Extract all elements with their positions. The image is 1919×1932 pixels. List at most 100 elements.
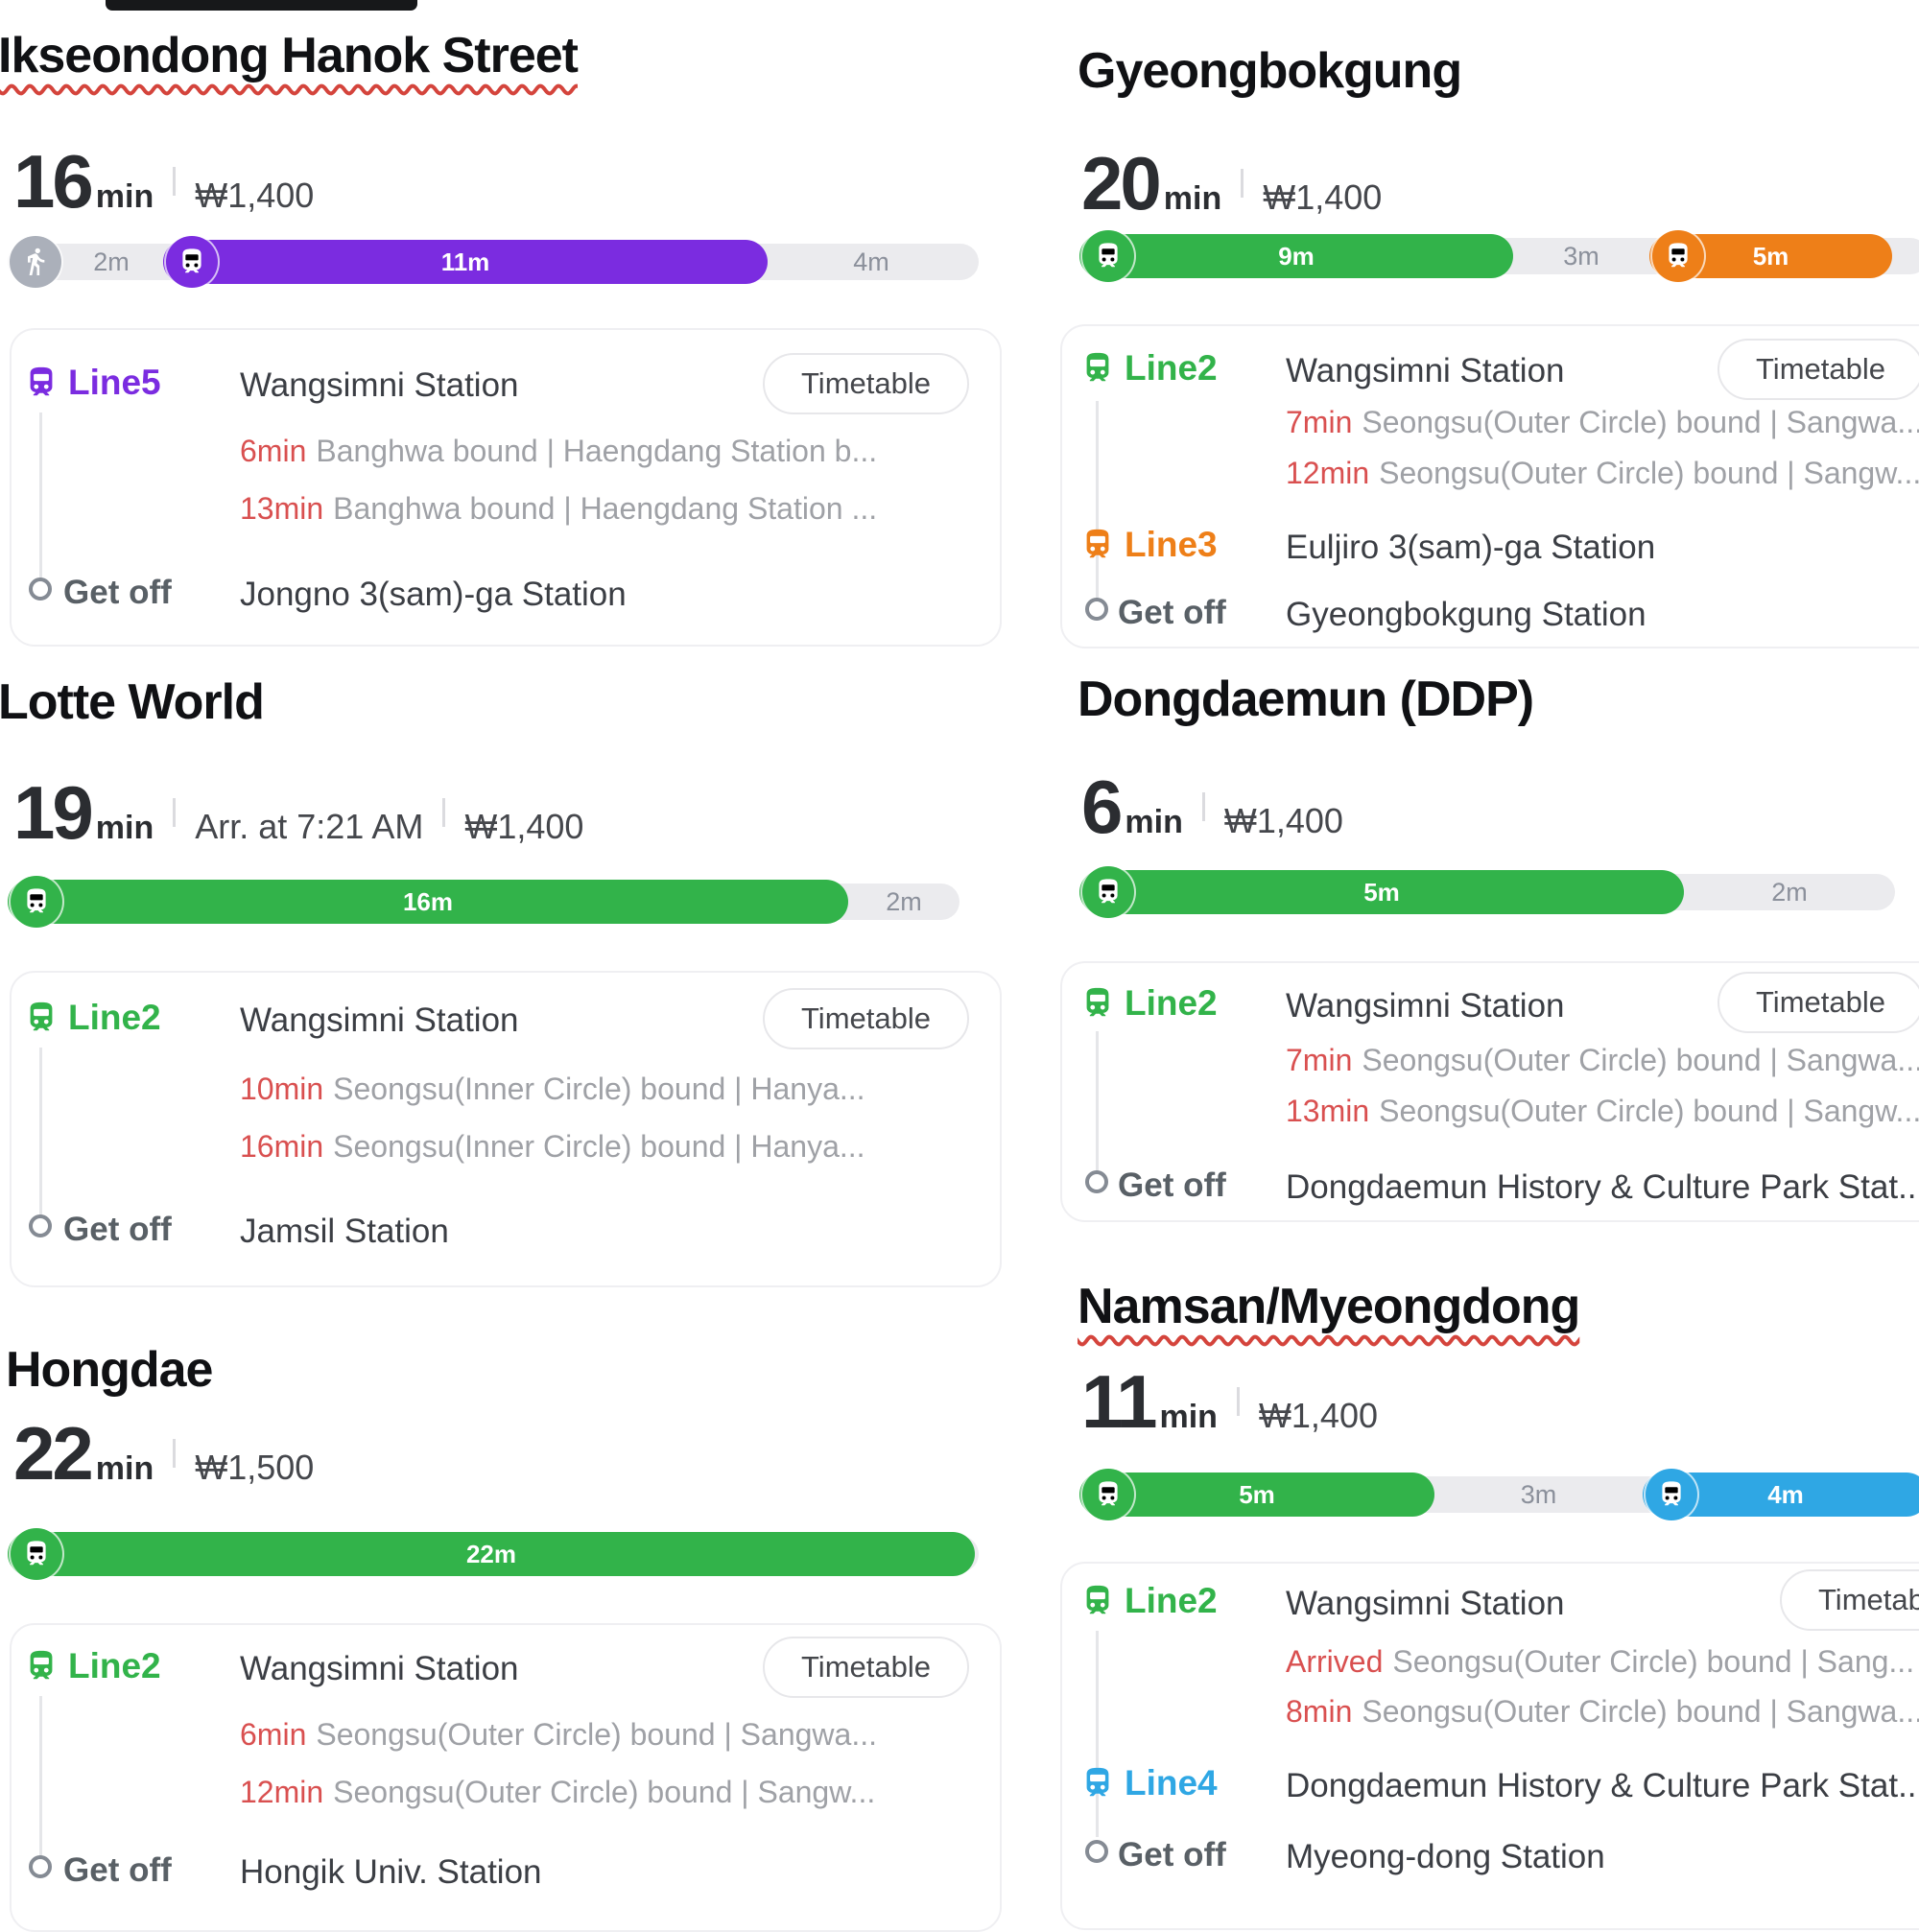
route-summary: 19 min Arr. at 7:21 AM ₩1,400 [13, 775, 583, 850]
departure-direction: Seongsu(Outer Circle) bound | Sangw... [333, 1775, 876, 1809]
train-icon [1086, 1585, 1109, 1614]
cropped-overlay-bar [106, 0, 417, 11]
walk-segment-duration: 3m [1520, 1480, 1557, 1509]
destination-title: Dongdaemun (DDP) [1078, 671, 1534, 727]
train-icon [30, 366, 53, 396]
route-detail-card[interactable] [10, 971, 1002, 1287]
departure-row: 10min Seongsu(Inner Circle) bound | Hanya… [240, 1072, 865, 1107]
route-connector-line [1096, 401, 1099, 604]
arrival-time: Arr. at 7:21 AM [195, 807, 424, 846]
line-badge-label: Line2 [68, 998, 161, 1037]
subway-segment: 11m [163, 240, 768, 284]
transfer-station: Dongdaemun History & Culture Park Stat..… [1286, 1767, 1919, 1804]
get-off-station: Hongik Univ. Station [240, 1853, 542, 1891]
get-off-label: Get off [1118, 1166, 1226, 1204]
train-icon [1082, 230, 1134, 282]
duration-value: 20 [1081, 141, 1162, 225]
get-off-marker-icon [29, 1214, 52, 1237]
line-badge: Line3 [1079, 525, 1218, 565]
subway-segment: 22m [8, 1532, 975, 1576]
subway-segment: 5m [1079, 870, 1684, 914]
departure-direction: Seongsu(Outer Circle) bound | Sangwa... [1362, 1694, 1919, 1729]
train-icon [1082, 1469, 1134, 1520]
segment-duration: 5m [1239, 1480, 1275, 1509]
get-off-label: Get off [1118, 1836, 1226, 1873]
route-summary: 6 min ₩1,400 [1081, 769, 1343, 844]
departure-row: 6min Banghwa bound | Haengdang Station b.… [240, 434, 877, 469]
departure-row: 6min Seongsu(Outer Circle) bound | Sangwa… [240, 1717, 877, 1753]
line-badge: Line2 [1079, 1581, 1218, 1621]
get-off-label: Get off [63, 1211, 172, 1248]
line-badge-label: Line4 [1125, 1763, 1218, 1802]
fare: ₩1,400 [464, 807, 584, 846]
departure-time: 6min [240, 1717, 307, 1752]
timetable-button[interactable]: Timetable [763, 353, 969, 414]
train-icon [1086, 352, 1109, 382]
route-summary: 11 min ₩1,400 [1081, 1364, 1378, 1439]
line-badge: Line2 [1079, 348, 1218, 389]
get-off-marker-icon [1085, 1840, 1108, 1863]
train-icon [166, 236, 218, 288]
route-detail-card[interactable] [10, 328, 1002, 647]
route-summary: 20 min ₩1,400 [1081, 146, 1382, 221]
get-off-station: Myeong-dong Station [1286, 1838, 1605, 1875]
duration-unit: min [95, 1450, 154, 1487]
stats-divider [173, 167, 177, 196]
train-icon [1646, 1469, 1697, 1520]
train-icon [30, 1650, 53, 1680]
stats-divider [1241, 169, 1244, 198]
train-icon [1652, 230, 1704, 282]
get-off-label: Get off [63, 1851, 172, 1889]
line-badge-label: Line2 [1125, 1581, 1218, 1620]
route-connector-line [39, 1048, 42, 1218]
line-badge: Line4 [1079, 1763, 1218, 1803]
destination-title: Lotte World [0, 674, 265, 730]
departure-direction: Seongsu(Outer Circle) bound | Sangwa... [1362, 405, 1919, 439]
route-detail-card[interactable] [1060, 324, 1919, 648]
fare: ₩1,400 [1223, 801, 1343, 840]
get-off-station: Jamsil Station [240, 1213, 449, 1250]
duration-value: 19 [13, 770, 94, 855]
timetable-button[interactable]: Timetable [763, 1637, 969, 1698]
walk-segment-duration: 2m [1771, 878, 1808, 907]
departure-direction: Seongsu(Inner Circle) bound | Hanya... [333, 1129, 865, 1164]
departure-row: 12min Seongsu(Outer Circle) bound | Sangw… [1286, 456, 1919, 491]
timetable-button[interactable]: Timetable [1780, 1569, 1919, 1631]
train-icon [11, 876, 62, 928]
segment-duration: 4m [1767, 1480, 1804, 1509]
departure-time: 7min [1286, 405, 1353, 439]
stats-divider [1201, 792, 1205, 821]
train-icon [1082, 866, 1134, 918]
departure-time: 13min [240, 491, 324, 526]
route-detail-card[interactable] [1060, 961, 1919, 1222]
timetable-button[interactable]: Timetable [763, 988, 969, 1049]
line-badge-label: Line5 [68, 363, 161, 402]
duration-unit: min [95, 178, 154, 215]
departure-direction: Banghwa bound | Haengdang Station ... [333, 491, 878, 526]
departure-time: Arrived [1286, 1644, 1384, 1679]
duration-unit: min [95, 810, 154, 846]
route-connector-line [39, 412, 42, 585]
line-badge: Line5 [23, 363, 161, 403]
train-icon [30, 1001, 53, 1031]
get-off-label: Get off [63, 574, 172, 611]
duration-value: 16 [13, 139, 94, 224]
duration-unit: min [1159, 1399, 1218, 1435]
fare: ₩1,400 [1263, 177, 1383, 217]
departure-row: 16min Seongsu(Inner Circle) bound | Hanya… [240, 1129, 865, 1165]
train-icon [11, 1528, 62, 1580]
duration-value: 11 [1081, 1359, 1157, 1444]
segment-duration: 5m [1363, 878, 1400, 907]
fare: ₩1,500 [195, 1448, 315, 1487]
train-icon [1086, 1767, 1109, 1797]
timetable-button[interactable]: Timetable [1718, 972, 1919, 1033]
timetable-button[interactable]: Timetable [1718, 339, 1919, 400]
destination-title: Hongdae [6, 1342, 213, 1398]
departure-row: Arrived Seongsu(Outer Circle) bound | San… [1286, 1644, 1914, 1680]
departure-row: 13min Banghwa bound | Haengdang Station .… [240, 491, 877, 527]
departure-direction: Seongsu(Inner Circle) bound | Hanya... [333, 1072, 865, 1106]
line-badge-label: Line2 [68, 1646, 161, 1685]
departure-time: 16min [240, 1129, 324, 1164]
get-off-marker-icon [29, 1855, 52, 1878]
boarding-station: Wangsimni Station [1286, 1585, 1565, 1622]
